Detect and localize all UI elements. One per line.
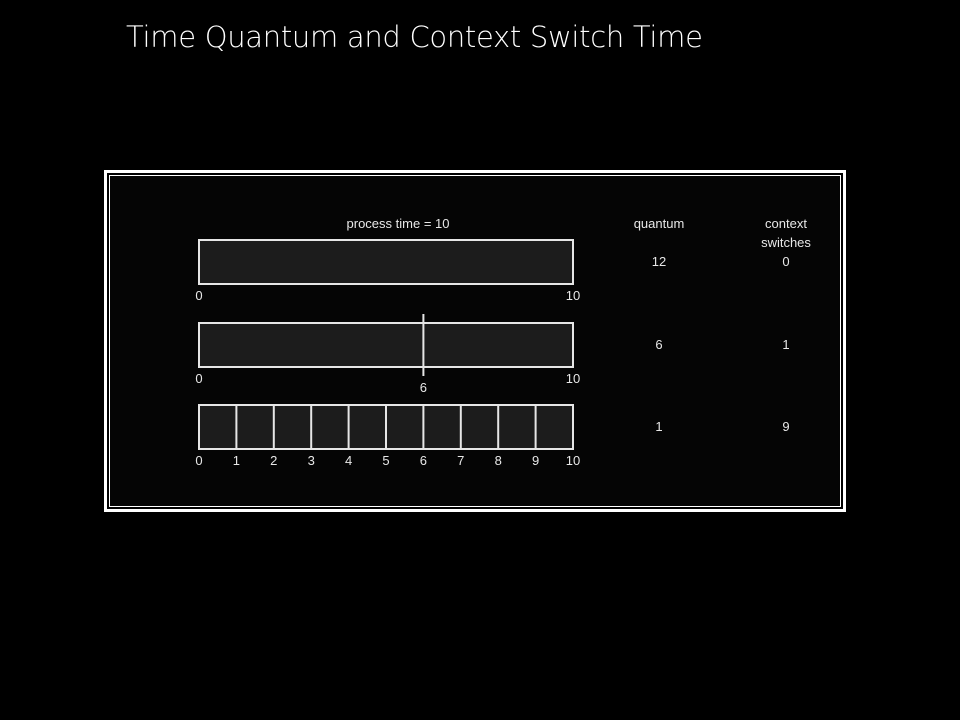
context-switches-value: 1: [782, 337, 789, 352]
timeline-row-3: 0 1 2 3 4 5 6 7 8 9 10 1 9: [195, 404, 790, 468]
quantum-header: quantum: [634, 216, 685, 231]
context-switches-value: 9: [782, 419, 789, 434]
tick-label: 10: [566, 371, 580, 386]
tick-label: 8: [495, 453, 502, 468]
tick-label: 10: [566, 288, 580, 303]
process-bar: [198, 322, 574, 368]
tick-label: 1: [233, 453, 240, 468]
figure-frame: process time = 10 quantum context switch…: [104, 170, 846, 512]
quantum-diagram: process time = 10 quantum context switch…: [195, 216, 811, 468]
quantum-value: 12: [652, 254, 666, 269]
timeline-row-2: 0 6 10 6 1: [195, 314, 790, 395]
tick-label: 3: [308, 453, 315, 468]
quantum-value: 1: [655, 419, 662, 434]
slide-title: Time Quantum and Context Switch Time: [126, 20, 703, 54]
tick-label: 10: [566, 453, 580, 468]
tick-label: 2: [270, 453, 277, 468]
context-switches-header-line1: context: [765, 216, 807, 231]
tick-label: 9: [532, 453, 539, 468]
process-time-label: process time = 10: [347, 216, 450, 231]
process-bar: [198, 239, 574, 285]
tick-label: 4: [345, 453, 352, 468]
tick-label: 7: [457, 453, 464, 468]
tick-label: 6: [420, 453, 427, 468]
context-switches-value: 0: [782, 254, 789, 269]
context-switches-header-line2: switches: [761, 235, 811, 250]
timeline-row-1: 0 10 12 0: [195, 239, 790, 303]
tick-label: 5: [382, 453, 389, 468]
tick-label: 0: [195, 288, 202, 303]
tick-label: 0: [195, 453, 202, 468]
quantum-value: 6: [655, 337, 662, 352]
tick-label: 6: [420, 380, 427, 395]
tick-label: 0: [195, 371, 202, 386]
